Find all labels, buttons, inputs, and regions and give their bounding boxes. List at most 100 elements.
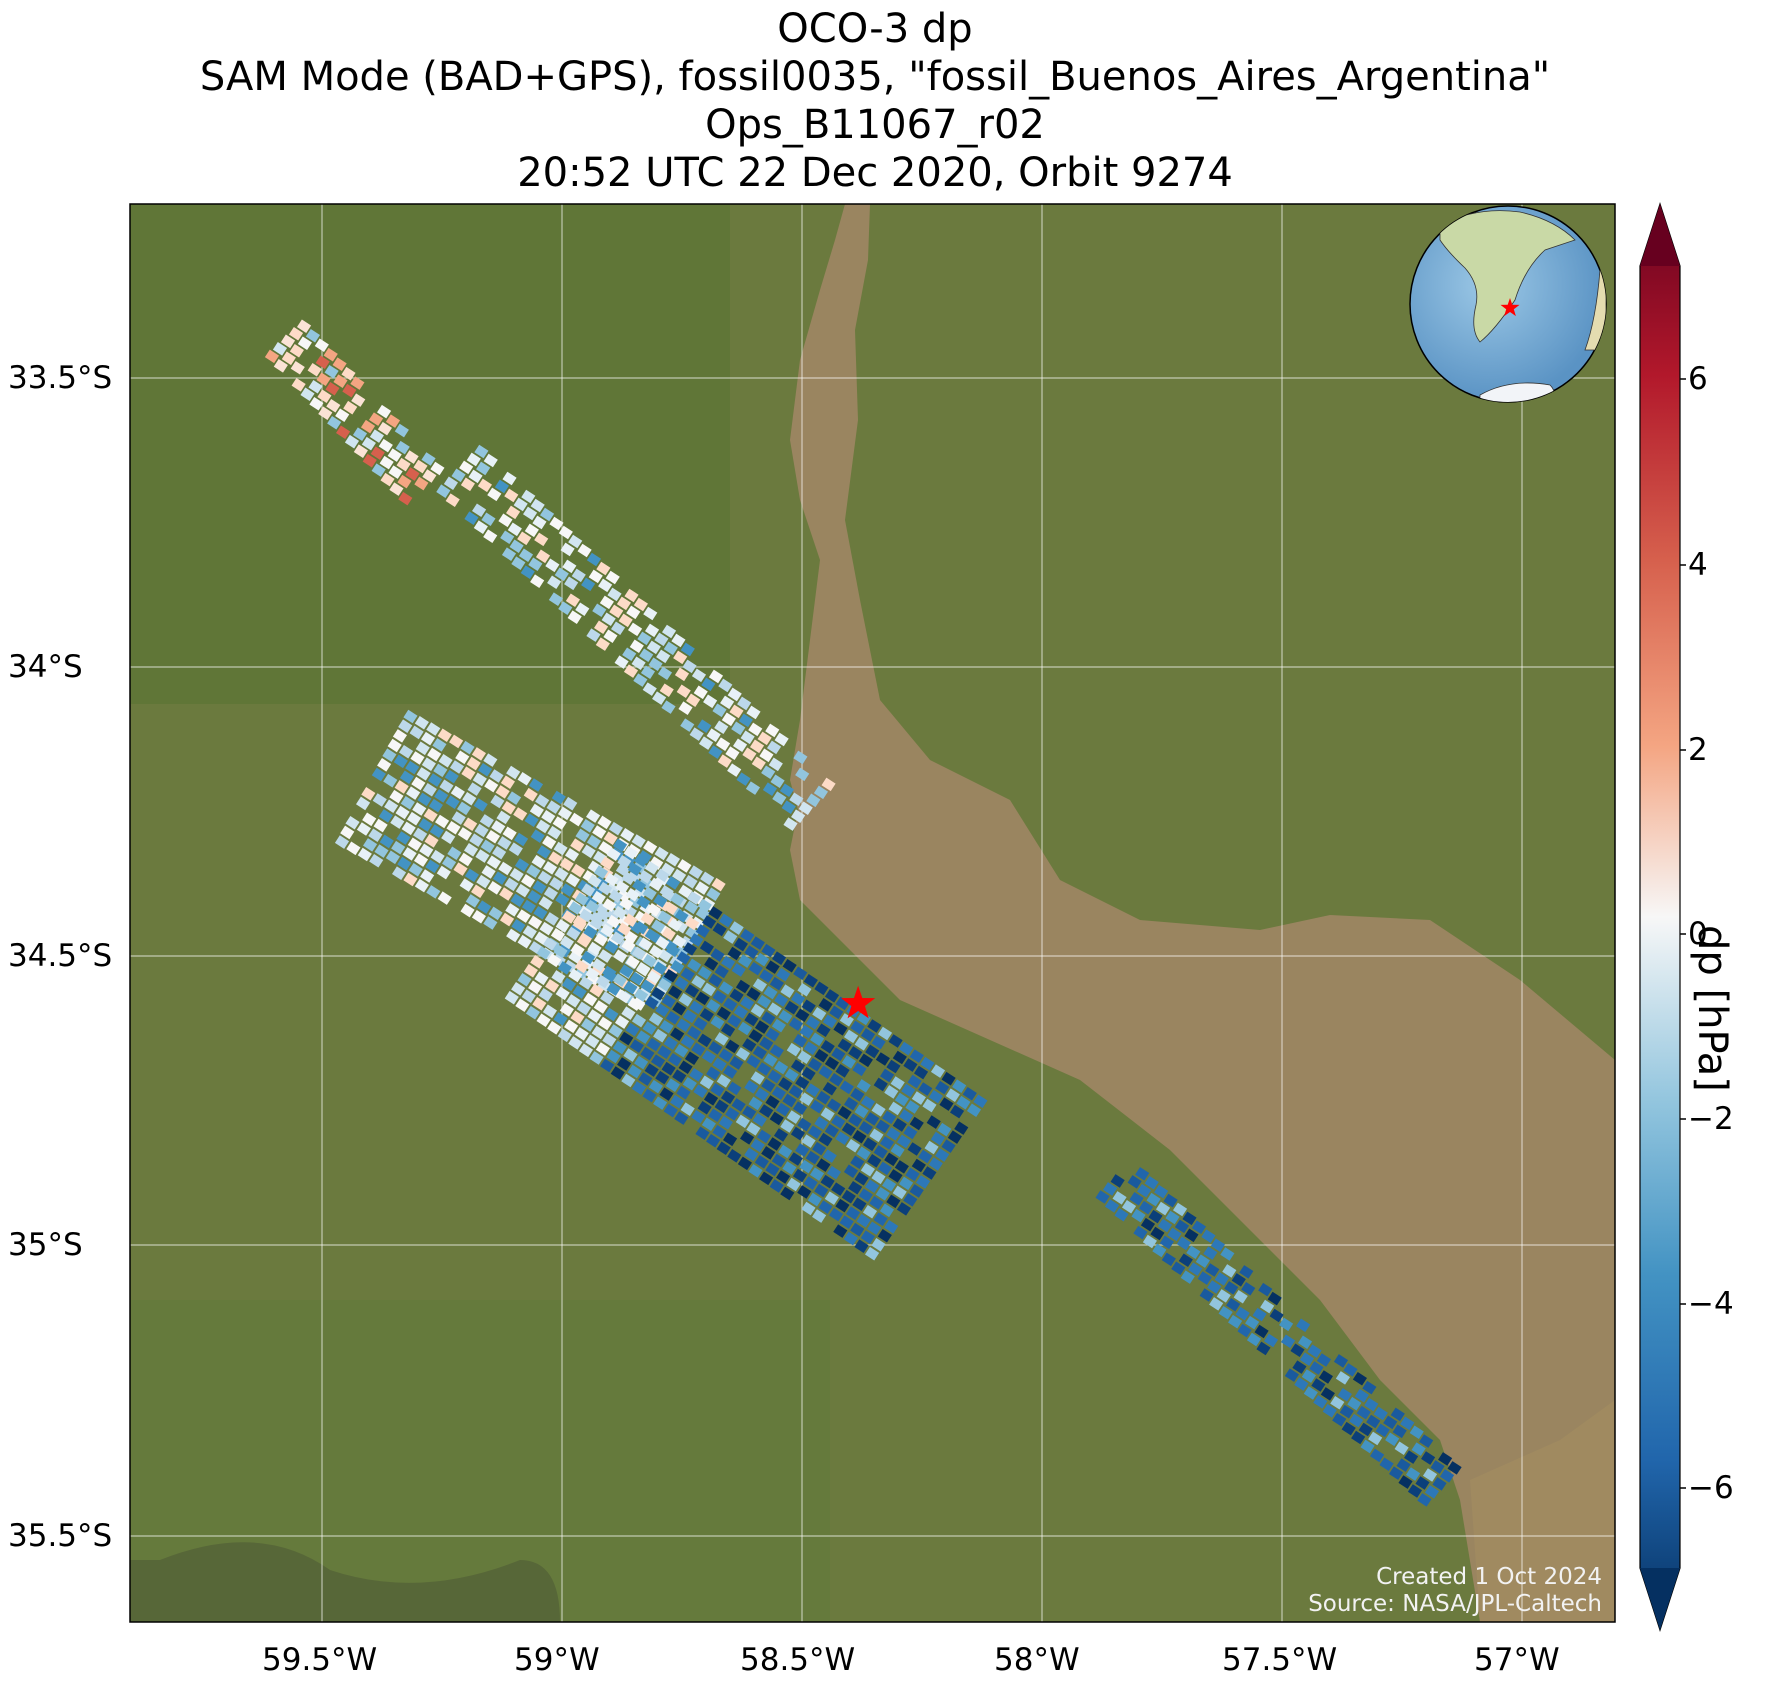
created-date: Created 1 Oct 2024: [1376, 1564, 1602, 1590]
sounding-footprint: [757, 1062, 772, 1076]
sounding-footprint: [680, 642, 695, 657]
sounding-footprint: [839, 1215, 854, 1229]
sounding-footprint: [1383, 1415, 1398, 1430]
sounding-footprint: [648, 944, 664, 959]
sounding-footprint: [797, 1050, 812, 1064]
sounding-footprint: [571, 568, 586, 583]
sounding-footprint: [524, 523, 539, 538]
sounding-footprint: [663, 969, 678, 983]
sounding-footprint: [782, 1161, 797, 1175]
sounding-footprint: [875, 1119, 890, 1134]
sounding-footprint: [655, 868, 670, 883]
sounding-footprint: [727, 763, 742, 777]
sounding-footprint: [708, 669, 724, 684]
sounding-footprint: [502, 471, 517, 486]
sounding-footprint: [642, 1021, 657, 1035]
sounding-footprint: [666, 876, 681, 890]
sounding-footprint: [846, 1138, 861, 1153]
sounding-footprint: [748, 961, 763, 976]
sounding-footprint: [718, 981, 734, 995]
sounding-footprint: [409, 725, 424, 740]
sounding-footprint: [668, 918, 683, 932]
sounding-footprint: [564, 1019, 579, 1034]
sounding-footprint: [899, 1041, 914, 1056]
sounding-footprint: [770, 774, 785, 789]
sounding-footprint: [389, 789, 404, 804]
sounding-footprint: [911, 1158, 926, 1173]
sounding-footprint: [1388, 1466, 1404, 1480]
sounding-footprint: [735, 1047, 750, 1061]
sounding-footprint: [769, 1111, 784, 1126]
sounding-footprint: [1415, 1476, 1430, 1490]
sounding-footprint: [670, 1027, 685, 1042]
sounding-footprint: [684, 984, 700, 998]
sounding-footprint: [899, 1109, 914, 1123]
sounding-footprint: [731, 963, 746, 977]
sounding-footprint: [818, 998, 833, 1012]
sounding-footprint: [471, 910, 487, 924]
sounding-footprint: [691, 668, 707, 683]
sounding-footprint: [706, 1066, 721, 1081]
lon-tick-label: 58.5°W: [740, 1642, 856, 1678]
sounding-footprint: [625, 1022, 640, 1037]
sounding-footprint: [739, 1131, 755, 1145]
sounding-footprint: [305, 328, 321, 343]
sounding-footprint: [530, 955, 545, 969]
sounding-footprint: [485, 829, 501, 844]
sounding-footprint: [786, 1042, 801, 1057]
sounding-footprint: [430, 461, 445, 476]
sounding-footprint: [871, 1035, 886, 1050]
sounding-footprint: [591, 1025, 606, 1040]
sounding-footprint: [867, 1019, 882, 1033]
sounding-footprint: [593, 865, 609, 879]
sounding-footprint: [1394, 1441, 1409, 1456]
sounding-footprint: [528, 557, 543, 572]
sounding-footprint: [581, 577, 596, 592]
sounding-footprint: [521, 899, 537, 914]
sounding-footprint: [1347, 1396, 1362, 1411]
sounding-footprint: [892, 1185, 907, 1200]
sounding-footprint: [655, 1003, 670, 1017]
sounding-footprint: [361, 436, 376, 451]
sounding-footprint: [1161, 1252, 1176, 1267]
sounding-footprint: [892, 1118, 907, 1132]
sounding-footprint: [464, 511, 479, 525]
sounding-footprint: [693, 1084, 708, 1099]
sounding-footprint: [786, 1110, 801, 1124]
sounding-footprint: [909, 1049, 924, 1063]
sounding-footprint: [865, 1112, 880, 1126]
figure-title: OCO-3 dp: [777, 6, 973, 52]
sounding-footprint: [691, 1109, 706, 1124]
sounding-footprint: [761, 943, 776, 958]
sounding-footprint: [767, 1069, 782, 1084]
sounding-footprint: [697, 898, 712, 913]
sounding-footprint: [530, 829, 545, 843]
sounding-footprint: [778, 1009, 793, 1024]
sounding-footprint: [1172, 1202, 1188, 1217]
sounding-footprint: [740, 730, 755, 745]
sounding-footprint: [478, 763, 493, 777]
sounding-footprint: [555, 892, 570, 907]
sounding-footprint: [1180, 1270, 1195, 1284]
sounding-footprint: [1301, 1369, 1316, 1383]
sounding-footprint: [1252, 1307, 1267, 1322]
sounding-footprint: [718, 1116, 733, 1130]
sounding-footprint: [411, 776, 426, 791]
sounding-footprint: [774, 993, 789, 1007]
sounding-footprint: [693, 1017, 708, 1031]
sounding-footprint: [639, 648, 654, 663]
sounding-footprint: [378, 809, 393, 823]
sounding-footprint: [833, 1022, 848, 1036]
sounding-footprint: [568, 534, 583, 549]
sounding-footprint: [623, 664, 639, 678]
sounding-footprint: [892, 1050, 907, 1065]
sounding-footprint: [592, 825, 607, 839]
sounding-footprint: [761, 1078, 776, 1093]
sounding-footprint: [867, 1154, 882, 1168]
sounding-footprint: [769, 976, 784, 991]
colorbar-tick-label: 4: [1688, 547, 1708, 583]
sounding-footprint: [716, 1006, 731, 1021]
sounding-footprint: [725, 1039, 740, 1054]
sounding-footprint: [436, 484, 451, 498]
sounding-footprint: [835, 1064, 850, 1078]
